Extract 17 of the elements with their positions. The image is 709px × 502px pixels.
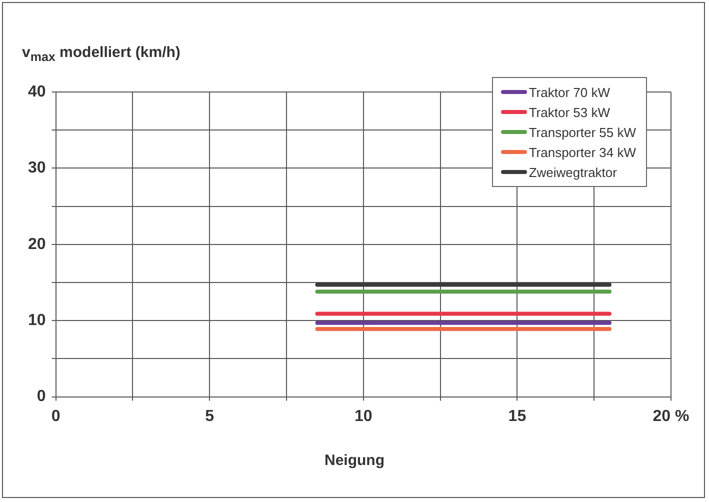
y-tick-label: 20 xyxy=(28,236,46,253)
x-tick-label: 10 xyxy=(354,408,372,425)
x-tick-label: 5 xyxy=(205,408,214,425)
x-tick-label: 15 xyxy=(508,408,526,425)
legend-label: Traktor 53 kW xyxy=(528,104,610,120)
legend-label: Zweiwegtraktor xyxy=(528,164,617,180)
x-axis-title: Neigung xyxy=(324,452,386,469)
y-axis-title: v$_{max}$ modelliert (km/h) xyxy=(22,44,180,64)
y-tick-label: 0 xyxy=(36,388,46,406)
y-tick-label: 10 xyxy=(28,312,46,330)
y-tick-label: 30 xyxy=(28,160,46,177)
legend-label: Traktor 70 kW xyxy=(528,84,610,100)
legend-label: Transporter 55 kW xyxy=(528,124,636,140)
x-tick-label: 0 xyxy=(51,408,60,425)
y-tick-label: 40 xyxy=(28,83,46,100)
x-tick-label: 20 % xyxy=(652,408,690,425)
legend-label: Transporter 34 kW xyxy=(528,144,636,160)
